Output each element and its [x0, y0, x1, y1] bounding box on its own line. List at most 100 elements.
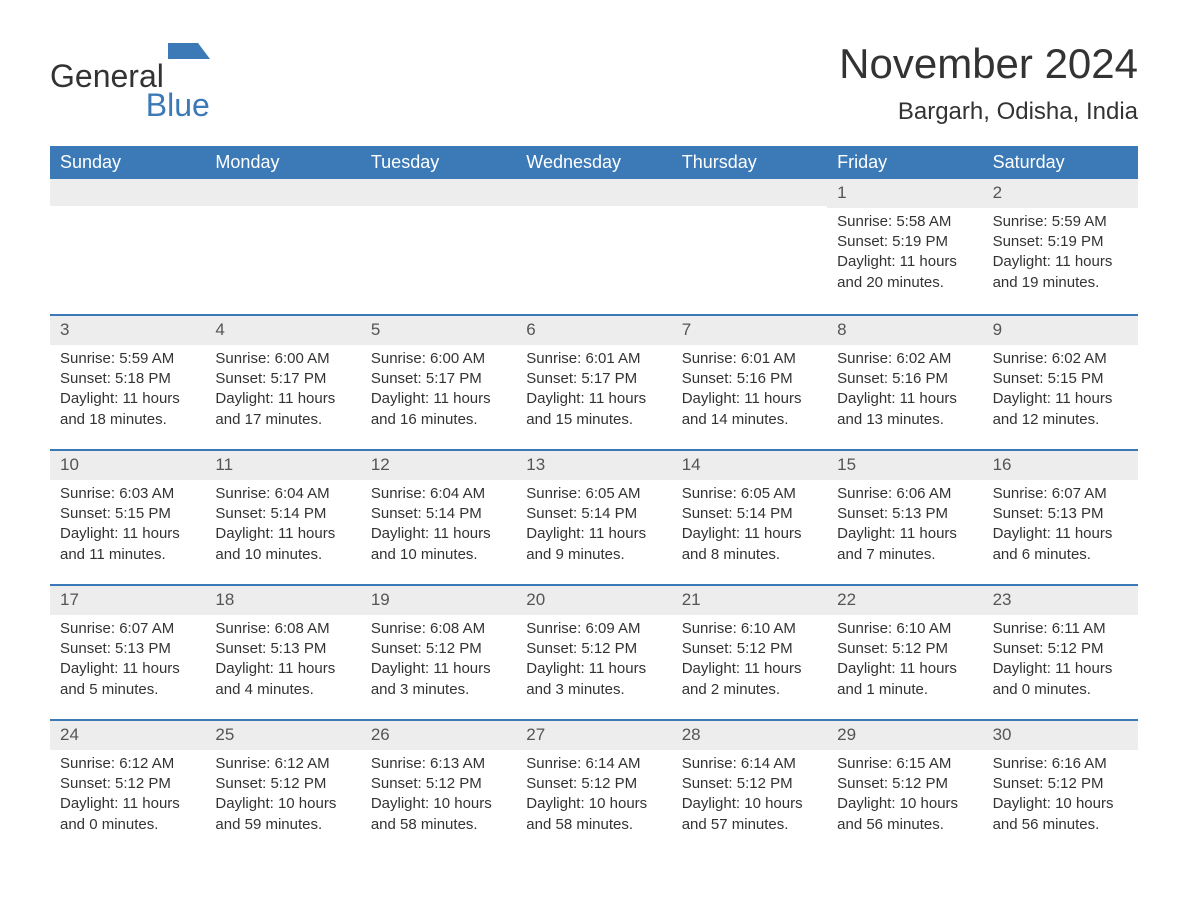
sunset-text: Sunset: 5:12 PM	[993, 639, 1128, 659]
day-cell	[361, 179, 516, 314]
daylight-line1: Daylight: 11 hours	[993, 389, 1128, 409]
day-cell: 2Sunrise: 5:59 AMSunset: 5:19 PMDaylight…	[983, 179, 1138, 314]
daylight-line2: and 4 minutes.	[215, 680, 350, 700]
day-body: Sunrise: 6:03 AMSunset: 5:15 PMDaylight:…	[50, 480, 205, 581]
day-cell: 1Sunrise: 5:58 AMSunset: 5:19 PMDaylight…	[827, 179, 982, 314]
sunrise-text: Sunrise: 6:00 AM	[371, 349, 506, 369]
week-row: 3Sunrise: 5:59 AMSunset: 5:18 PMDaylight…	[50, 314, 1138, 449]
sunset-text: Sunset: 5:12 PM	[993, 774, 1128, 794]
day-number: 13	[516, 451, 671, 480]
weekday-label: Tuesday	[361, 146, 516, 179]
daylight-line2: and 0 minutes.	[60, 815, 195, 835]
day-cell: 22Sunrise: 6:10 AMSunset: 5:12 PMDayligh…	[827, 586, 982, 719]
week-row: 10Sunrise: 6:03 AMSunset: 5:15 PMDayligh…	[50, 449, 1138, 584]
sunrise-text: Sunrise: 6:14 AM	[682, 754, 817, 774]
logo-text-blue: Blue	[146, 87, 210, 123]
daylight-line2: and 17 minutes.	[215, 410, 350, 430]
sunrise-text: Sunrise: 6:07 AM	[60, 619, 195, 639]
day-cell: 25Sunrise: 6:12 AMSunset: 5:12 PMDayligh…	[205, 721, 360, 854]
day-cell: 4Sunrise: 6:00 AMSunset: 5:17 PMDaylight…	[205, 316, 360, 449]
day-cell: 29Sunrise: 6:15 AMSunset: 5:12 PMDayligh…	[827, 721, 982, 854]
daylight-line2: and 12 minutes.	[993, 410, 1128, 430]
day-number: 30	[983, 721, 1138, 750]
daylight-line1: Daylight: 11 hours	[837, 659, 972, 679]
day-number: 23	[983, 586, 1138, 615]
day-number: 17	[50, 586, 205, 615]
title-block: November 2024 Bargarh, Odisha, India	[839, 40, 1138, 138]
sunrise-text: Sunrise: 6:02 AM	[837, 349, 972, 369]
day-cell: 13Sunrise: 6:05 AMSunset: 5:14 PMDayligh…	[516, 451, 671, 584]
daylight-line1: Daylight: 10 hours	[682, 794, 817, 814]
daylight-line2: and 57 minutes.	[682, 815, 817, 835]
day-cell: 5Sunrise: 6:00 AMSunset: 5:17 PMDaylight…	[361, 316, 516, 449]
day-body: Sunrise: 6:00 AMSunset: 5:17 PMDaylight:…	[205, 345, 360, 446]
daylight-line1: Daylight: 10 hours	[371, 794, 506, 814]
sunrise-text: Sunrise: 6:01 AM	[526, 349, 661, 369]
daylight-line2: and 1 minute.	[837, 680, 972, 700]
daylight-line1: Daylight: 11 hours	[682, 524, 817, 544]
sunrise-text: Sunrise: 6:02 AM	[993, 349, 1128, 369]
sunset-text: Sunset: 5:17 PM	[526, 369, 661, 389]
daylight-line1: Daylight: 11 hours	[993, 524, 1128, 544]
daylight-line2: and 56 minutes.	[837, 815, 972, 835]
week-row: 17Sunrise: 6:07 AMSunset: 5:13 PMDayligh…	[50, 584, 1138, 719]
day-cell: 15Sunrise: 6:06 AMSunset: 5:13 PMDayligh…	[827, 451, 982, 584]
daylight-line2: and 10 minutes.	[371, 545, 506, 565]
sunrise-text: Sunrise: 6:09 AM	[526, 619, 661, 639]
empty-day-bar	[361, 179, 516, 206]
logo-text-block: General Blue	[50, 40, 210, 124]
weekday-label: Wednesday	[516, 146, 671, 179]
week-row: 24Sunrise: 6:12 AMSunset: 5:12 PMDayligh…	[50, 719, 1138, 854]
sunrise-text: Sunrise: 6:06 AM	[837, 484, 972, 504]
day-number: 11	[205, 451, 360, 480]
daylight-line2: and 8 minutes.	[682, 545, 817, 565]
day-body: Sunrise: 6:00 AMSunset: 5:17 PMDaylight:…	[361, 345, 516, 446]
daylight-line1: Daylight: 11 hours	[993, 659, 1128, 679]
day-number: 25	[205, 721, 360, 750]
sunset-text: Sunset: 5:12 PM	[215, 774, 350, 794]
day-number: 14	[672, 451, 827, 480]
day-body: Sunrise: 6:05 AMSunset: 5:14 PMDaylight:…	[516, 480, 671, 581]
day-body: Sunrise: 6:02 AMSunset: 5:16 PMDaylight:…	[827, 345, 982, 446]
daylight-line1: Daylight: 11 hours	[837, 389, 972, 409]
sunrise-text: Sunrise: 6:04 AM	[215, 484, 350, 504]
empty-day-bar	[205, 179, 360, 206]
sunrise-text: Sunrise: 6:07 AM	[993, 484, 1128, 504]
day-number: 12	[361, 451, 516, 480]
sunset-text: Sunset: 5:17 PM	[215, 369, 350, 389]
day-body: Sunrise: 6:07 AMSunset: 5:13 PMDaylight:…	[983, 480, 1138, 581]
sunrise-text: Sunrise: 6:01 AM	[682, 349, 817, 369]
sunset-text: Sunset: 5:12 PM	[526, 774, 661, 794]
day-body: Sunrise: 6:16 AMSunset: 5:12 PMDaylight:…	[983, 750, 1138, 851]
daylight-line2: and 58 minutes.	[526, 815, 661, 835]
sunset-text: Sunset: 5:12 PM	[60, 774, 195, 794]
day-body: Sunrise: 6:05 AMSunset: 5:14 PMDaylight:…	[672, 480, 827, 581]
day-body: Sunrise: 6:10 AMSunset: 5:12 PMDaylight:…	[827, 615, 982, 716]
weekday-label: Sunday	[50, 146, 205, 179]
day-cell: 30Sunrise: 6:16 AMSunset: 5:12 PMDayligh…	[983, 721, 1138, 854]
daylight-line2: and 19 minutes.	[993, 273, 1128, 293]
day-body: Sunrise: 6:07 AMSunset: 5:13 PMDaylight:…	[50, 615, 205, 716]
weekday-label: Saturday	[983, 146, 1138, 179]
daylight-line2: and 15 minutes.	[526, 410, 661, 430]
daylight-line1: Daylight: 11 hours	[526, 524, 661, 544]
day-number: 19	[361, 586, 516, 615]
day-body: Sunrise: 6:08 AMSunset: 5:12 PMDaylight:…	[361, 615, 516, 716]
sunset-text: Sunset: 5:14 PM	[215, 504, 350, 524]
location: Bargarh, Odisha, India	[839, 98, 1138, 126]
day-body: Sunrise: 6:12 AMSunset: 5:12 PMDaylight:…	[205, 750, 360, 851]
day-number: 8	[827, 316, 982, 345]
sunset-text: Sunset: 5:12 PM	[837, 774, 972, 794]
sunrise-text: Sunrise: 6:12 AM	[60, 754, 195, 774]
day-body: Sunrise: 6:15 AMSunset: 5:12 PMDaylight:…	[827, 750, 982, 851]
daylight-line1: Daylight: 11 hours	[215, 659, 350, 679]
sunset-text: Sunset: 5:18 PM	[60, 369, 195, 389]
day-body: Sunrise: 6:10 AMSunset: 5:12 PMDaylight:…	[672, 615, 827, 716]
day-number: 20	[516, 586, 671, 615]
sunrise-text: Sunrise: 6:12 AM	[215, 754, 350, 774]
day-number: 21	[672, 586, 827, 615]
sunrise-text: Sunrise: 6:05 AM	[526, 484, 661, 504]
day-body: Sunrise: 5:59 AMSunset: 5:19 PMDaylight:…	[983, 208, 1138, 309]
day-body: Sunrise: 6:01 AMSunset: 5:16 PMDaylight:…	[672, 345, 827, 446]
weekday-header: Sunday Monday Tuesday Wednesday Thursday…	[50, 146, 1138, 179]
